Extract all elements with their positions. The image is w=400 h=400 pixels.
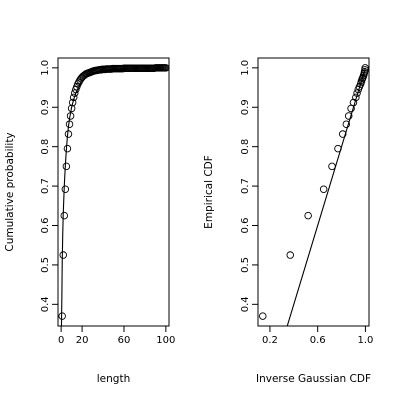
left-panel-cumulative-probability: 0 20 60 100 0.4 0.5 0.6 0.7 0.8 0.9 1.0 length Cumul…: [4, 57, 175, 385]
y-tick-label: 0.6: [40, 218, 51, 234]
x-tick-label: 1.0: [357, 335, 373, 346]
y-tick-label: 0.9: [40, 99, 51, 115]
data-point: [69, 93, 78, 102]
data-point: [344, 112, 353, 120]
x-tick-label: 0: [58, 335, 64, 346]
y-axis-title: Empirical CDF: [203, 155, 215, 229]
y-tick-label: 0.7: [40, 178, 51, 194]
data-point: [259, 312, 267, 320]
y-axis-title: Cumulative probability: [4, 132, 16, 251]
y-tick-label: 1.0: [40, 60, 51, 76]
y-tick-label: 0.5: [40, 257, 51, 273]
x-tick-label: 0.2: [262, 335, 278, 346]
data-point: [65, 120, 74, 128]
data-point: [74, 80, 82, 88]
fitted-cdf-curve: [60, 67, 166, 326]
y-tick-label: 0.9: [240, 99, 251, 115]
x-tick-label: 20: [76, 335, 89, 346]
y-tick-label: 0.4: [240, 296, 251, 312]
y-tick-label: 0.4: [40, 296, 51, 312]
right-panel-qq-plot: 0.2 0.6 1.0 0.4 0.5 0.6 0.7 0.8 0.9 1.0 Inverse Ga…: [203, 57, 373, 385]
data-point: [286, 251, 294, 259]
data-point: [338, 130, 347, 138]
data-point: [64, 130, 73, 138]
y-tick-label: 1.0: [240, 60, 251, 76]
x-tick-label: 100: [156, 335, 175, 346]
x-axis-title: length: [97, 373, 130, 385]
x-axis-title: Inverse Gaussian CDF: [256, 373, 371, 385]
data-point: [162, 64, 170, 72]
data-point: [60, 211, 69, 220]
reference-line: [286, 67, 366, 326]
data-point: [61, 185, 70, 193]
data-point: [68, 98, 77, 107]
data-point: [67, 104, 76, 113]
data-point: [59, 251, 67, 259]
data-point: [66, 112, 75, 120]
x-tick-label: 60: [118, 335, 131, 346]
x-tick-label: 0.6: [310, 335, 326, 346]
data-point: [58, 312, 66, 320]
data-point: [319, 185, 328, 193]
data-point: [62, 162, 71, 171]
data-point: [334, 144, 342, 153]
y-tick-label: 0.8: [40, 139, 51, 155]
data-point: [353, 89, 361, 97]
plot-frame: [57, 57, 170, 327]
data-point: [352, 93, 360, 102]
data-point: [304, 211, 312, 220]
y-tick-label: 0.5: [240, 257, 251, 273]
y-tick-label: 0.7: [240, 178, 251, 194]
y-tick-label: 0.8: [240, 139, 251, 155]
data-point: [342, 120, 351, 128]
data-point: [63, 144, 72, 153]
y-tick-label: 0.6: [240, 218, 251, 234]
data-point: [361, 64, 369, 72]
data-point: [328, 162, 336, 171]
plot-frame: [257, 57, 370, 327]
